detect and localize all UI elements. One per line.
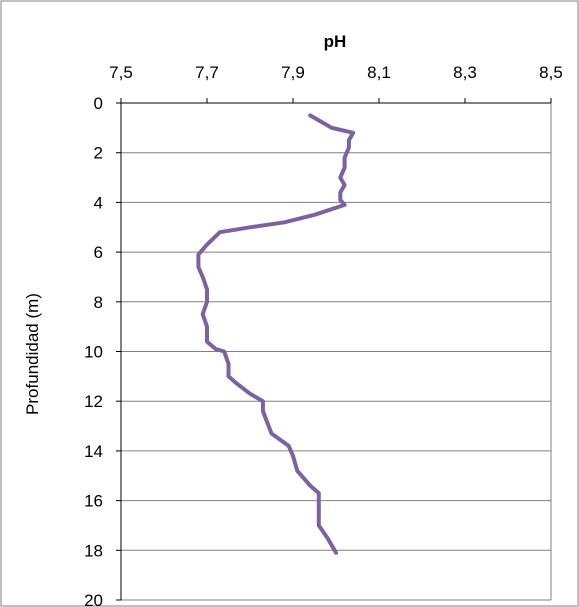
- y-tick-label-3: 6: [94, 243, 103, 262]
- series-line-0: [196, 113, 356, 555]
- y-tick-labels: 0 2 4 6 8 10 12 14 16 18 20: [84, 94, 103, 607]
- x-tick-label-5: 8,5: [539, 63, 563, 82]
- y-tick-label-2: 4: [94, 193, 103, 212]
- y-tick-label-8: 16: [84, 492, 103, 511]
- y-tick-label-9: 18: [84, 541, 103, 560]
- x-tick-label-2: 7,9: [281, 63, 305, 82]
- y-tick-label-7: 14: [84, 442, 103, 461]
- x-tick-label-0: 7,5: [109, 63, 133, 82]
- x-tick-label-3: 8,1: [367, 63, 391, 82]
- y-tick-label-6: 12: [84, 392, 103, 411]
- y-axis-title: Profundidad (m): [23, 293, 42, 415]
- y-tick-label-10: 20: [84, 591, 103, 607]
- x-tick-label-1: 7,7: [195, 63, 219, 82]
- y-tick-label-4: 8: [94, 293, 103, 312]
- y-tick-label-1: 2: [94, 144, 103, 163]
- axes: [116, 98, 552, 601]
- chart-title: pH: [324, 32, 347, 51]
- y-tick-label-5: 10: [84, 343, 103, 362]
- y-tick-label-0: 0: [94, 94, 103, 113]
- x-tick-labels: 7,5 7,7 7,9 8,1 8,3 8,5: [109, 63, 563, 82]
- data-series: [196, 113, 356, 555]
- x-tick-label-4: 8,3: [453, 63, 477, 82]
